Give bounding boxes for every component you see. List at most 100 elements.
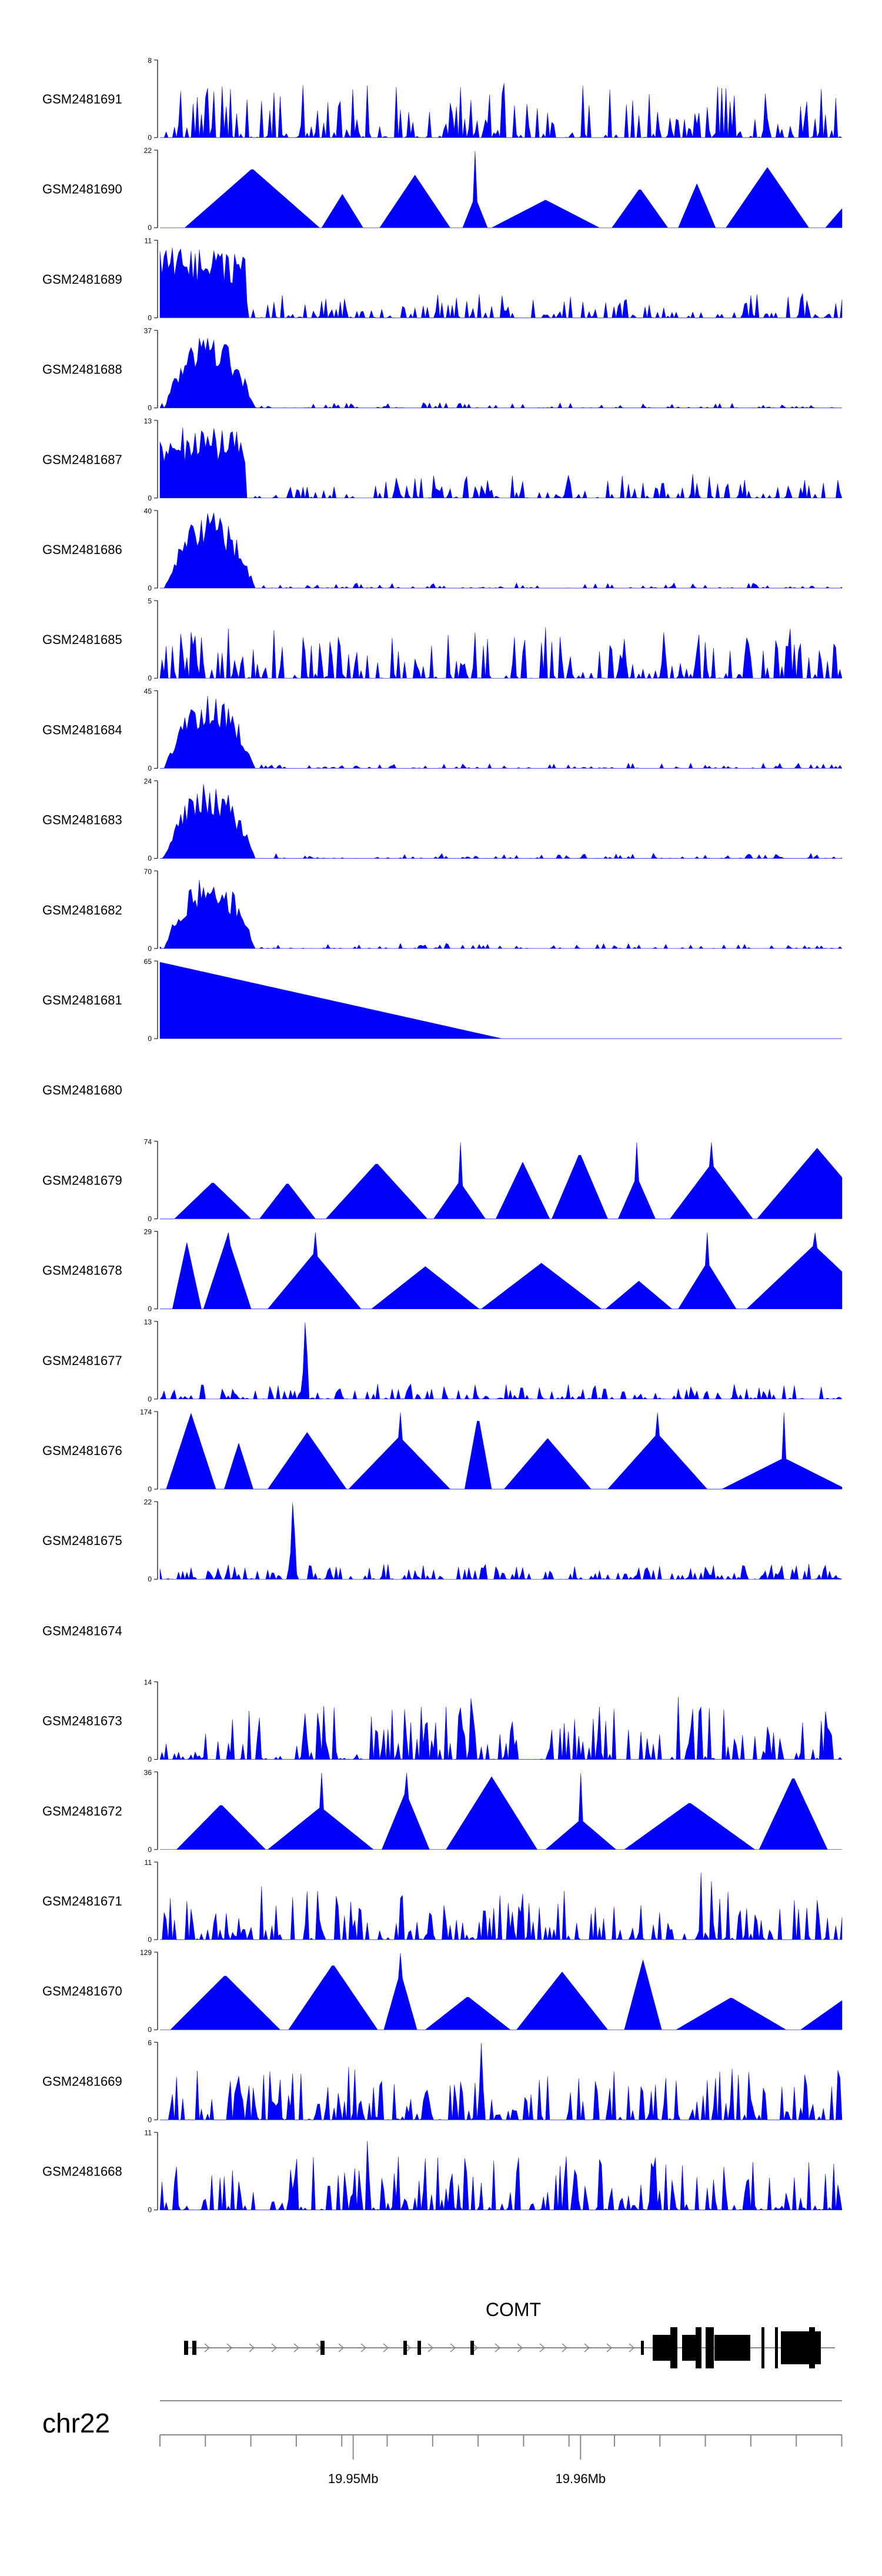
exon-block — [696, 2327, 701, 2368]
coverage-area — [159, 427, 843, 499]
y-min-label: 0 — [148, 1936, 152, 1944]
track-label: GSM2481675 — [42, 1533, 122, 1548]
y-min-label: 0 — [148, 1214, 152, 1223]
coverage-tracks: GSM248169180GSM2481690220GSM2481689110GS… — [42, 56, 843, 2214]
coverage-area — [160, 151, 843, 228]
coverage-area — [160, 1953, 843, 2030]
exon-block — [403, 2341, 407, 2355]
strand-arrow — [271, 2343, 278, 2353]
coverage-area — [160, 784, 843, 859]
coverage-area — [159, 1503, 843, 1580]
strand-arrow — [204, 2343, 211, 2353]
track-GSM2481689: GSM2481689 11 0 — [42, 236, 843, 322]
gene-name-label: COMT — [486, 2299, 541, 2320]
strand-arrow — [249, 2343, 255, 2353]
coverage-area — [160, 2043, 843, 2121]
track-label: GSM2481668 — [42, 2164, 122, 2179]
strand-arrow — [472, 2343, 479, 2353]
strand-arrow — [360, 2343, 367, 2353]
coverage-area — [159, 338, 842, 409]
y-max-label: 40 — [144, 507, 152, 515]
track-GSM2481670: GSM2481670 129 0 — [42, 1948, 843, 2034]
coverage-area — [159, 627, 843, 679]
track-GSM2481678: GSM2481678 29 0 — [42, 1228, 843, 1313]
exon-block — [761, 2327, 764, 2368]
y-max-label: 70 — [144, 867, 152, 876]
genome-axis: chr22 19.95Mb 19.96Mb — [42, 2400, 843, 2486]
track-label: GSM2481678 — [42, 1263, 122, 1278]
track-GSM2481676: GSM2481676 174 0 — [42, 1408, 843, 1493]
track-label: GSM2481686 — [42, 542, 122, 557]
y-max-label: 22 — [144, 146, 152, 155]
exon-block — [641, 2341, 644, 2355]
y-min-label: 0 — [148, 1756, 152, 1764]
exon-block — [320, 2341, 325, 2355]
strand-arrow — [427, 2343, 434, 2353]
y-max-label: 11 — [145, 1858, 152, 1867]
track-GSM2481681: GSM2481681 65 0 — [42, 957, 842, 1043]
coverage-area — [160, 1232, 843, 1309]
y-max-label: 13 — [144, 1318, 152, 1326]
coverage-area — [160, 512, 843, 589]
strand-arrow — [338, 2343, 345, 2353]
strand-arrow — [450, 2343, 456, 2353]
strand-arrow — [517, 2343, 523, 2353]
y-min-label: 0 — [148, 1575, 152, 1583]
y-min-label: 0 — [148, 855, 152, 863]
y-max-label: 129 — [140, 1948, 152, 1957]
y-min-label: 0 — [148, 223, 152, 232]
strand-arrow — [226, 2343, 233, 2353]
track-GSM2481690: GSM2481690 22 0 — [42, 146, 843, 232]
y-max-label: 11 — [145, 2129, 152, 2137]
track-label: GSM2481671 — [42, 1894, 122, 1908]
track-label: GSM2481681 — [42, 993, 122, 1007]
track-GSM2481673: GSM2481673 14 0 — [42, 1679, 843, 1764]
strand-arrow — [293, 2343, 300, 2353]
strand-arrow — [584, 2343, 590, 2353]
coverage-area — [160, 1873, 843, 1940]
y-min-label: 0 — [148, 584, 152, 592]
track-label: GSM2481682 — [42, 903, 122, 917]
y-max-label: 13 — [144, 417, 152, 425]
y-max-label: 24 — [144, 778, 152, 786]
exon-block — [742, 2335, 750, 2361]
y-min-label: 0 — [148, 2115, 152, 2124]
y-max-label: 5 — [148, 597, 152, 605]
y-min-label: 0 — [148, 764, 152, 772]
y-max-label: 45 — [144, 687, 152, 695]
track-label: GSM2481670 — [42, 1984, 122, 1998]
y-max-label: 36 — [144, 1769, 152, 1777]
track-label: GSM2481680 — [42, 1083, 122, 1097]
track-GSM2481671: GSM2481671 11 0 — [42, 1858, 843, 1944]
track-label: GSM2481688 — [42, 362, 122, 377]
track-GSM2481683: GSM2481683 24 0 — [42, 778, 843, 863]
y-max-label: 22 — [144, 1498, 152, 1506]
track-GSM2481691: GSM2481691 8 0 — [42, 56, 843, 142]
track-label: GSM2481674 — [42, 1623, 122, 1638]
track-label: GSM2481669 — [42, 2074, 122, 2088]
y-min-label: 0 — [148, 1846, 152, 1854]
gene-track: COMT — [184, 2299, 835, 2368]
track-GSM2481677: GSM2481677 13 0 — [42, 1318, 843, 1403]
y-min-label: 0 — [148, 1305, 152, 1313]
exon-block — [809, 2327, 815, 2368]
y-max-label: 6 — [148, 2038, 152, 2047]
track-GSM2481688: GSM2481688 37 0 — [42, 327, 842, 412]
track-label: GSM2481672 — [42, 1804, 122, 1818]
track-label: GSM2481676 — [42, 1443, 122, 1458]
y-min-label: 0 — [148, 945, 152, 953]
strand-arrow — [383, 2343, 389, 2353]
strand-arrow — [562, 2343, 568, 2353]
coverage-area — [160, 1142, 843, 1219]
track-label: GSM2481677 — [42, 1353, 122, 1368]
strand-arrow — [606, 2343, 613, 2353]
track-GSM2481675: GSM2481675 22 0 — [42, 1498, 843, 1583]
exon-block — [417, 2341, 421, 2355]
exon-block — [670, 2327, 677, 2368]
coverage-area — [160, 1412, 843, 1490]
track-GSM2481685: GSM2481685 5 0 — [42, 597, 843, 682]
exon-block — [775, 2327, 778, 2368]
track-label: GSM2481687 — [42, 452, 122, 467]
y-min-label: 0 — [148, 2206, 152, 2214]
